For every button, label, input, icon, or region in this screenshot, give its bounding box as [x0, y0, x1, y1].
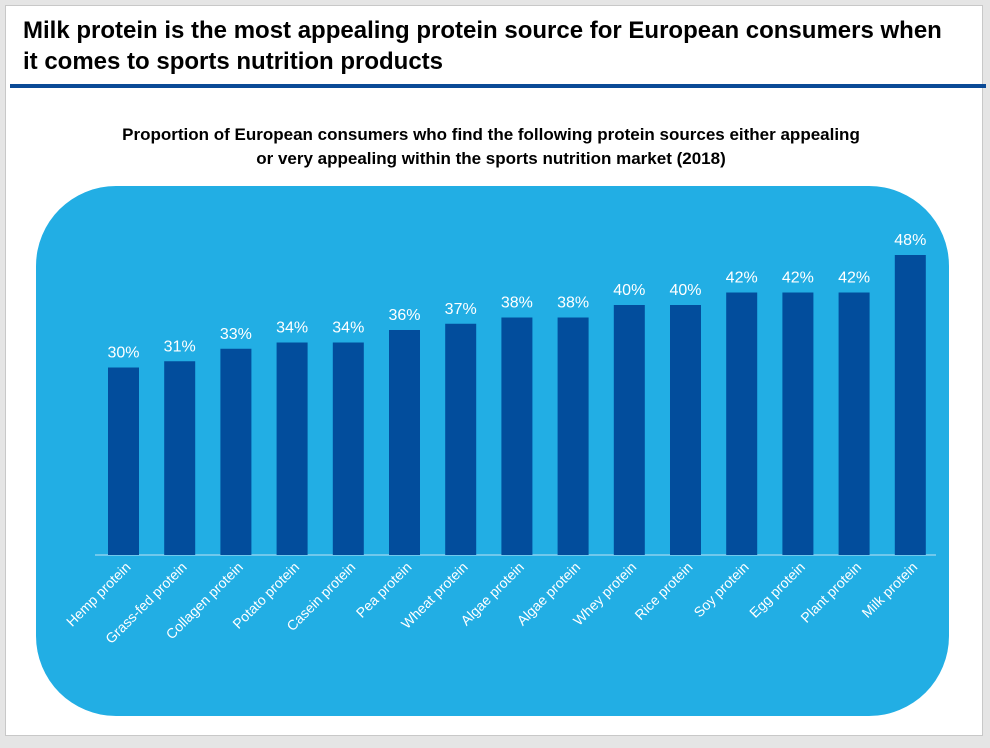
data-label: 34%: [332, 320, 364, 337]
chart-panel: [36, 186, 949, 716]
bar-algae-protein: [557, 317, 589, 555]
data-label: 37%: [445, 301, 477, 318]
data-label: 42%: [838, 270, 870, 287]
data-label: 31%: [164, 338, 196, 355]
bar-soy-protein: [726, 292, 758, 555]
data-label: 40%: [669, 282, 701, 299]
data-label: 42%: [782, 270, 814, 287]
slide-title: Milk protein is the most appealing prote…: [23, 17, 942, 75]
bar-rice-protein: [670, 305, 701, 555]
data-label: 36%: [388, 307, 420, 324]
bar-plant-protein: [838, 292, 870, 555]
bar-pea-protein: [389, 330, 420, 555]
bar-milk-protein: [894, 255, 926, 555]
data-label: 42%: [726, 270, 758, 287]
bar-potato-protein: [276, 342, 308, 555]
title-divider: [10, 84, 986, 88]
bar-collagen-protein: [220, 348, 252, 555]
chart-subtitle: Proportion of European consumers who fin…: [6, 123, 976, 171]
data-label: 34%: [276, 320, 308, 337]
data-label: 38%: [557, 295, 589, 312]
data-label: 48%: [894, 232, 926, 249]
bar-egg-protein: [782, 292, 814, 555]
bar-grass-fed-protein: [164, 361, 196, 555]
bar-hemp-protein: [108, 367, 139, 555]
data-label: 33%: [220, 326, 252, 343]
bar-whey-protein: [613, 305, 645, 555]
data-label: 40%: [613, 282, 645, 299]
subtitle-line-2: or very appealing within the sports nutr…: [256, 149, 726, 168]
bar-algae-protein: [501, 317, 533, 555]
data-label: 38%: [501, 295, 533, 312]
bar-casein-protein: [332, 342, 364, 555]
subtitle-line-1: Proportion of European consumers who fin…: [122, 125, 860, 144]
bar-wheat-protein: [445, 323, 477, 555]
data-label: 30%: [107, 345, 139, 362]
